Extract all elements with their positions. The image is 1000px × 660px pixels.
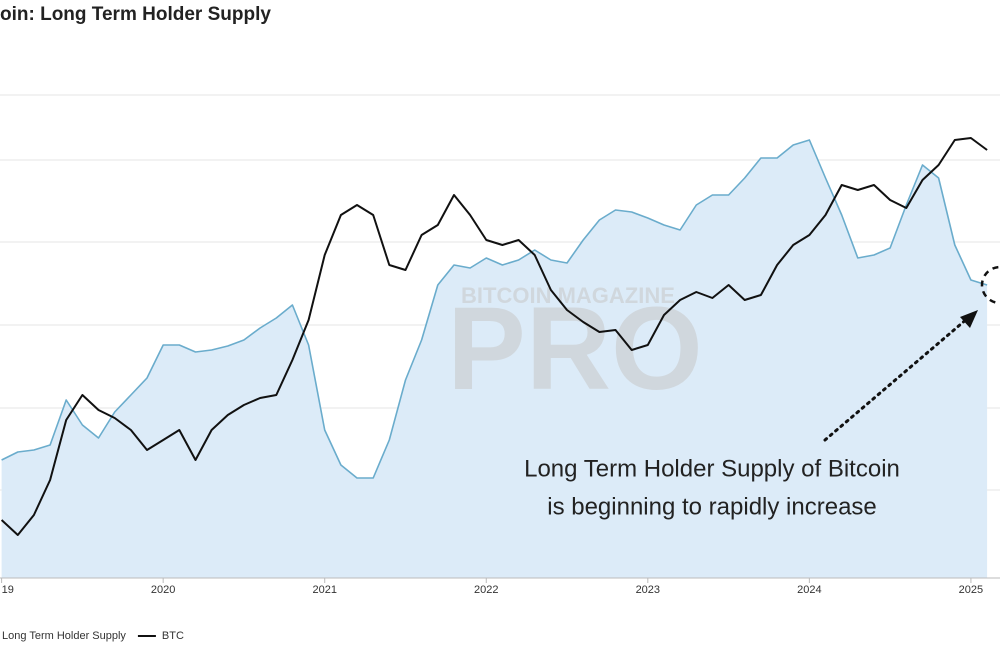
x-tick-label: 2022 [474, 584, 498, 596]
watermark: BITCOIN MAGAZINE PRO [447, 283, 703, 415]
highlight-circle [980, 265, 1000, 305]
x-tick-label: 2025 [959, 584, 983, 596]
lines [0, 137, 988, 536]
arrow-head [960, 310, 978, 328]
chart-title: oin: Long Term Holder Supply [0, 4, 271, 25]
watermark-main: PRO [447, 283, 703, 415]
marks [1, 139, 988, 578]
x-ticks: 19 2020 2021 2022 2023 2024 2025 [1, 578, 983, 596]
legend: Long Term Holder Supply BTC [2, 630, 184, 642]
legend-label: Long Term Holder Supply [2, 630, 126, 642]
arrow-shaft [823, 316, 970, 442]
series-line [1, 139, 988, 479]
x-tick-label: 2024 [797, 584, 821, 596]
legend-label: BTC [162, 630, 184, 642]
area [1, 140, 988, 578]
series-line [0, 137, 988, 536]
x-tick-label: 2021 [312, 584, 336, 596]
watermark-top: BITCOIN MAGAZINE [461, 283, 675, 308]
x-tick-label: 2020 [151, 584, 175, 596]
annotation-line: Long Term Holder Supply of Bitcoin [524, 455, 900, 482]
x-tick-label: 2023 [636, 584, 660, 596]
annotation-line: is beginning to rapidly increase [547, 493, 877, 520]
x-tick-label: 19 [2, 584, 14, 596]
